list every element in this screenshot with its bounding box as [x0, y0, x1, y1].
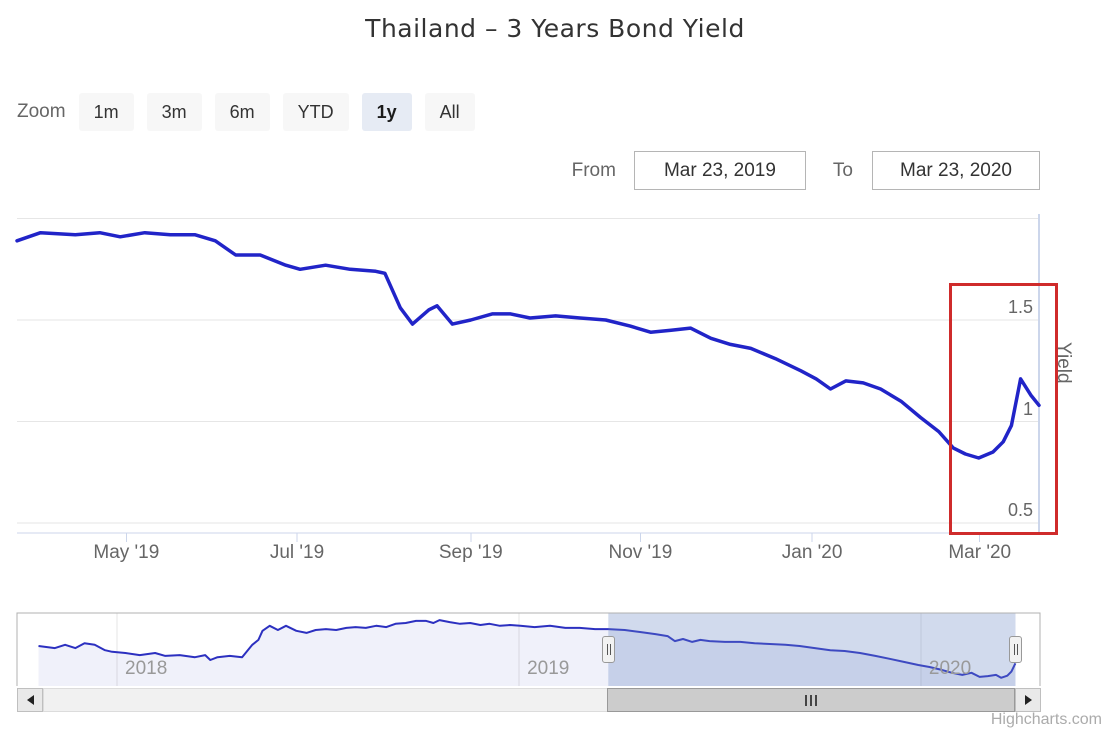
navigator-year-label: 2018 [125, 658, 168, 679]
right-arrow-icon [1024, 695, 1032, 705]
zoom-button-ytd[interactable]: YTD [282, 93, 349, 131]
navigator-year-label: 2020 [928, 658, 972, 679]
x-axis-label: Jul '19 [269, 542, 325, 563]
y-axis-title: Yield [1053, 342, 1074, 384]
navigator-year-label: 2019 [527, 658, 570, 679]
scrollbar-thumb[interactable] [607, 688, 1015, 712]
x-axis-label: Mar '20 [948, 542, 1012, 563]
scrollbar-grip-icon [805, 694, 817, 706]
zoom-button-6m[interactable]: 6m [214, 93, 270, 131]
left-arrow-icon [26, 695, 34, 705]
zoom-button-all[interactable]: All [424, 93, 475, 131]
zoom-label: Zoom [17, 101, 66, 122]
navigator-handle-left[interactable] [602, 636, 615, 663]
from-label: From [571, 159, 616, 181]
zoom-button-3m[interactable]: 3m [146, 93, 202, 131]
range-selector-buttons: Zoom 1m 3m 6m YTD 1y All [17, 93, 475, 131]
to-date-input[interactable] [872, 151, 1040, 190]
chart-title: Thailand – 3 Years Bond Yield [365, 14, 745, 43]
y-axis-label: 0.5 [1007, 500, 1033, 520]
y-axis-label: 1 [1022, 398, 1033, 419]
range-selector-inputs: From To [572, 151, 1040, 190]
x-axis-label: May '19 [93, 542, 160, 563]
to-label: To [832, 159, 853, 181]
y-axis-label: 1.5 [1007, 297, 1033, 317]
navigator-handle-right[interactable] [1009, 636, 1022, 663]
x-axis-label: Nov '19 [608, 542, 673, 563]
scrollbar-right-button[interactable] [1015, 688, 1041, 712]
zoom-button-1y[interactable]: 1y [361, 93, 412, 131]
from-date-input[interactable] [633, 151, 806, 190]
x-axis-label: Jan '20 [781, 542, 843, 563]
zoom-button-1m[interactable]: 1m [78, 93, 134, 131]
zoom-button-group: 1m 3m 6m YTD 1y All [78, 93, 475, 131]
scrollbar-left-button[interactable] [17, 688, 43, 712]
x-axis-label: Sep '19 [438, 542, 503, 563]
highcharts-credits[interactable]: Highcharts.com [990, 711, 1102, 728]
